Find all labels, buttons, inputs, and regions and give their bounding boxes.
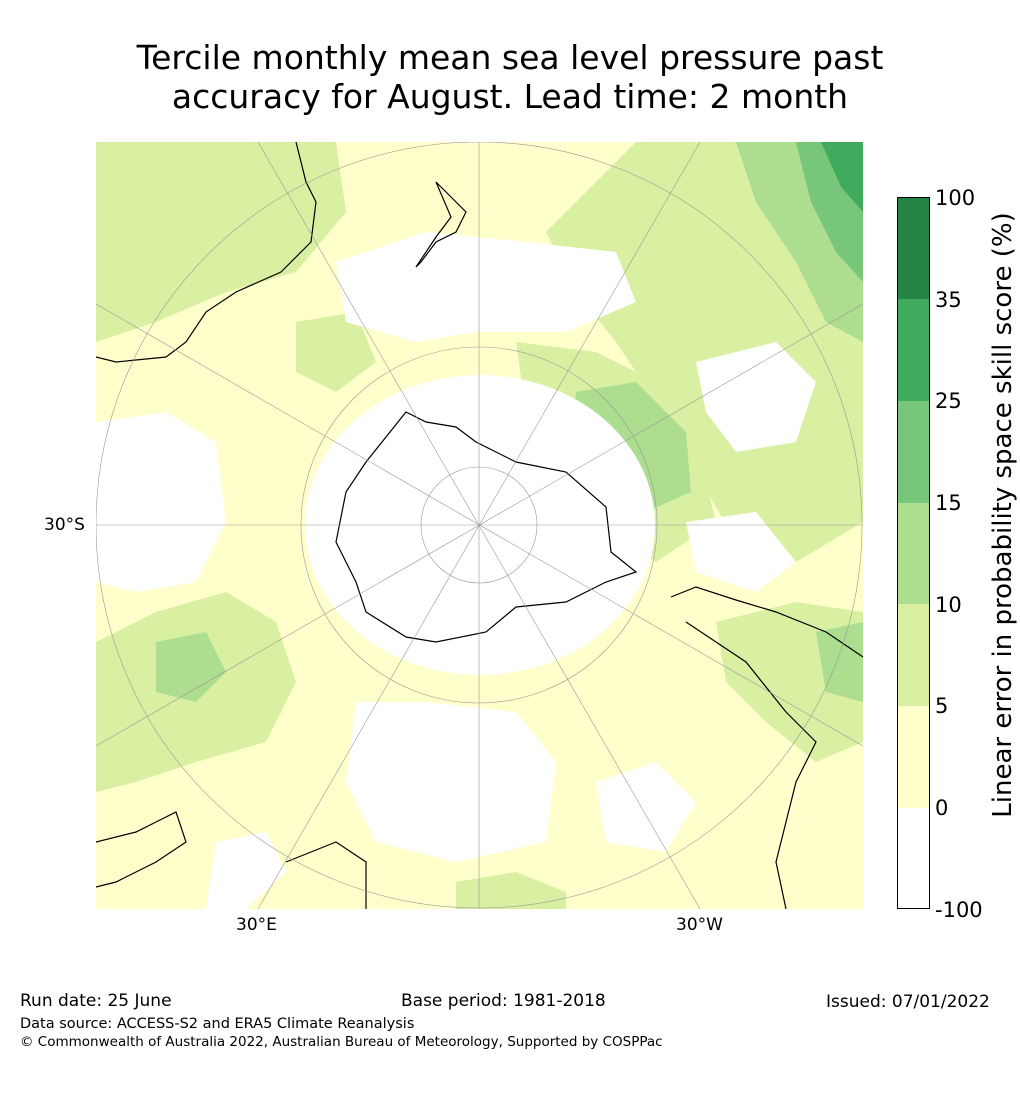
bin-neg100-0	[897, 808, 930, 909]
bin-25-35	[897, 299, 930, 401]
cb-tick-15: 15	[935, 491, 962, 515]
region-25-35	[821, 142, 863, 212]
bin-10-15	[897, 503, 930, 604]
lat-label-30s: 30°S	[44, 515, 85, 535]
base-period: Base period: 1981-2018	[401, 991, 606, 1011]
colorbar	[897, 197, 930, 909]
africa-coastline	[96, 811, 187, 888]
gridlines	[96, 142, 863, 909]
title-line-1: Tercile monthly mean sea level pressure …	[136, 38, 884, 77]
cb-tick-10: 10	[935, 593, 962, 617]
cb-tick-100: 100	[935, 186, 976, 210]
cb-tick-25: 25	[935, 389, 962, 413]
chart-title: Tercile monthly mean sea level pressure …	[0, 38, 1020, 116]
south-america-coastline	[670, 586, 863, 658]
run-date: Run date: 25 June	[20, 991, 172, 1011]
colorbar-swatches	[897, 197, 930, 909]
cb-tick-35: 35	[935, 288, 962, 312]
issued-date: Issued: 07/01/2022	[826, 992, 990, 1012]
lon-label-30w: 30°W	[676, 915, 723, 935]
cb-tick-0: 0	[935, 796, 949, 820]
bin-15-25	[897, 401, 930, 503]
skill-score-map	[96, 142, 863, 909]
data-source: Data source: ACCESS-S2 and ERA5 Climate …	[20, 1016, 415, 1032]
title-line-2: accuracy for August. Lead time: 2 month	[171, 77, 849, 116]
cb-tick-5: 5	[935, 694, 949, 718]
bin-5-10	[897, 604, 930, 706]
copyright: © Commonwealth of Australia 2022, Austra…	[20, 1034, 663, 1050]
coastlines	[96, 142, 863, 909]
colorbar-label: Linear error in probability space skill …	[988, 212, 1018, 818]
antarctica-coastline	[335, 411, 638, 643]
bin-0-5	[897, 706, 930, 808]
lon-label-30e: 30°E	[236, 915, 277, 935]
new-zealand-coastline	[415, 181, 467, 268]
cb-tick-neg100: -100	[935, 898, 983, 922]
australia-coastline	[96, 142, 317, 363]
bin-35-100	[897, 197, 930, 299]
